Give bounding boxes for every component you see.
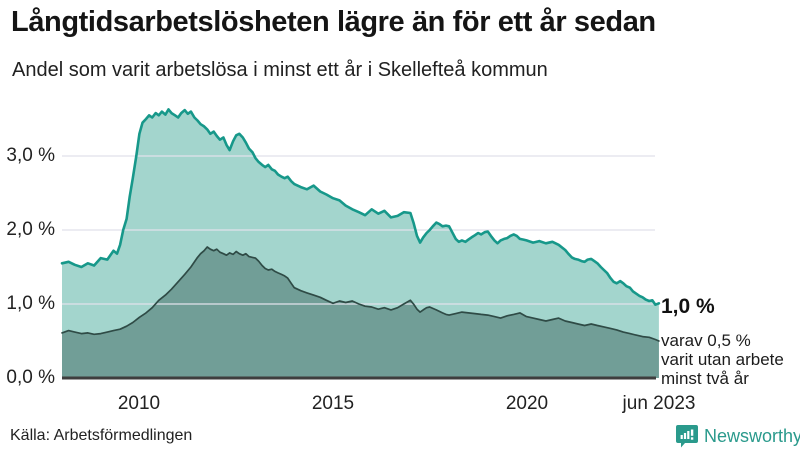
series-end-value-label: 1,0 %	[661, 295, 715, 318]
x-axis-tick-2020: 2020	[505, 393, 549, 414]
page-subtitle: Andel som varit arbetslösa i minst ett å…	[12, 59, 548, 81]
x-axis-tick-2015: 2015	[311, 393, 355, 414]
y-axis-tick-1: 1,0 %	[6, 293, 55, 314]
y-axis-tick-0: 0,0 %	[6, 367, 55, 388]
annotation-line-3: minst två år	[661, 369, 749, 388]
x-axis-tick-2010: 2010	[117, 393, 161, 414]
newsworthy-wordmark: Newsworthy	[704, 425, 800, 446]
annotation-line-2: varit utan arbete	[661, 350, 784, 369]
series-secondary-annotation: varav 0,5 % varit utan arbete minst två …	[661, 331, 784, 388]
annotation-line-1: varav 0,5 %	[661, 331, 751, 350]
newsworthy-bar-chart-icon	[676, 425, 698, 448]
source-attribution: Källa: Arbetsförmedlingen	[10, 427, 193, 444]
y-axis-tick-3: 3,0 %	[6, 145, 55, 166]
area-chart-canvas	[60, 108, 661, 380]
y-axis-tick-2: 2,0 %	[6, 219, 55, 240]
newsworthy-logo[interactable]: Newsworthy	[676, 424, 800, 448]
x-axis-tick-jun2023: jun 2023	[622, 393, 696, 414]
page-title: Långtidsarbetslösheten lägre än för ett …	[11, 6, 656, 38]
